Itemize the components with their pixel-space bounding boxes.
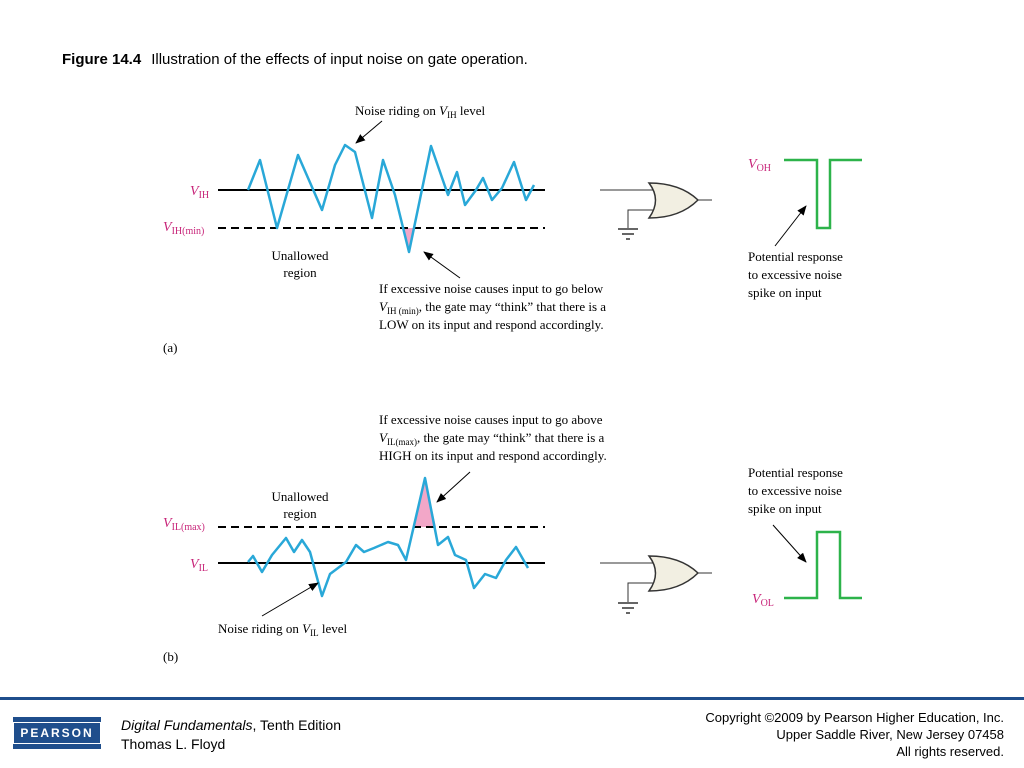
copyright-notice: Copyright ©2009 by Pearson Higher Educat… [705,709,1004,760]
vil-max-label: VIL(max) [163,516,205,533]
noise-vih-arrow [355,120,383,144]
unallowed-spike-area-b [414,478,436,527]
noise-vil-arrow [261,582,319,617]
unallowed-region-b-line2: region [283,506,317,521]
vil-label: VIL [190,557,208,574]
copyright-line3: All rights reserved. [896,744,1004,759]
response-a-arrow [774,205,807,247]
response-b-line3: spike on input [748,501,822,516]
output-response-b [784,530,862,600]
panel-a: VIH VIH(min) Noise riding on VIH level U… [163,103,862,355]
or-gate-b-icon [600,555,712,614]
response-a-line1: Potential response [748,249,843,264]
panel-b-label: (b) [163,649,178,664]
book-info: Digital Fundamentals, Tenth Edition Thom… [121,716,341,754]
unallowed-region-b-line1: Unallowed [271,489,329,504]
footer-divider [0,697,1024,700]
explain-a-line3: LOW on its input and respond accordingly… [379,317,604,332]
book-author: Thomas L. Floyd [121,736,226,752]
noise-figure: VIH VIH(min) Noise riding on VIH level U… [163,103,862,664]
explain-b-line2: VIL(max), the gate may “think” that ther… [379,430,605,447]
book-title: Digital Fundamentals [121,717,253,733]
vih-min-label: VIH(min) [163,220,204,237]
voh-label: VOH [748,157,771,174]
explain-b-arrow [436,471,471,503]
noise-on-vih-annotation: Noise riding on VIH level [355,103,485,120]
explain-a-arrow [423,251,461,279]
response-b-arrow [772,524,807,563]
response-a-line3: spike on input [748,285,822,300]
copyright-line1: Copyright ©2009 by Pearson Higher Educat… [705,710,1004,725]
figure-title: Figure 14.4 Illustration of the effects o… [62,51,528,68]
panel-a-label: (a) [163,340,177,355]
explain-b-line3: HIGH on its input and respond accordingl… [379,448,607,463]
unallowed-region-a-line1: Unallowed [271,248,329,263]
book-edition: , Tenth Edition [252,717,341,733]
copyright-line2: Upper Saddle River, New Jersey 07458 [776,727,1004,742]
pearson-logo: PEARSON [13,717,101,749]
panel-b: VIL(max) VIL If excessive noise causes i… [163,412,862,664]
response-a-line2: to excessive noise [748,267,842,282]
explain-a-line2: VIH (min), the gate may “think” that the… [379,299,606,316]
output-response-a [784,158,862,230]
response-b-line2: to excessive noise [748,483,842,498]
unallowed-region-a-line2: region [283,265,317,280]
noise-waveform-b [247,476,530,598]
figure-label: Figure 14.4 [62,51,142,68]
noise-waveform-a [246,143,536,254]
response-b-line1: Potential response [748,465,843,480]
vih-label: VIH [190,184,209,201]
or-gate-a-icon [600,182,712,240]
noise-on-vil-annotation: Noise riding on VIL level [218,621,347,638]
explain-b-line1: If excessive noise causes input to go ab… [379,412,603,427]
figure-caption: Illustration of the effects of input noi… [151,51,528,68]
vol-label: VOL [752,592,774,609]
explain-a-line1: If excessive noise causes input to go be… [379,281,604,296]
